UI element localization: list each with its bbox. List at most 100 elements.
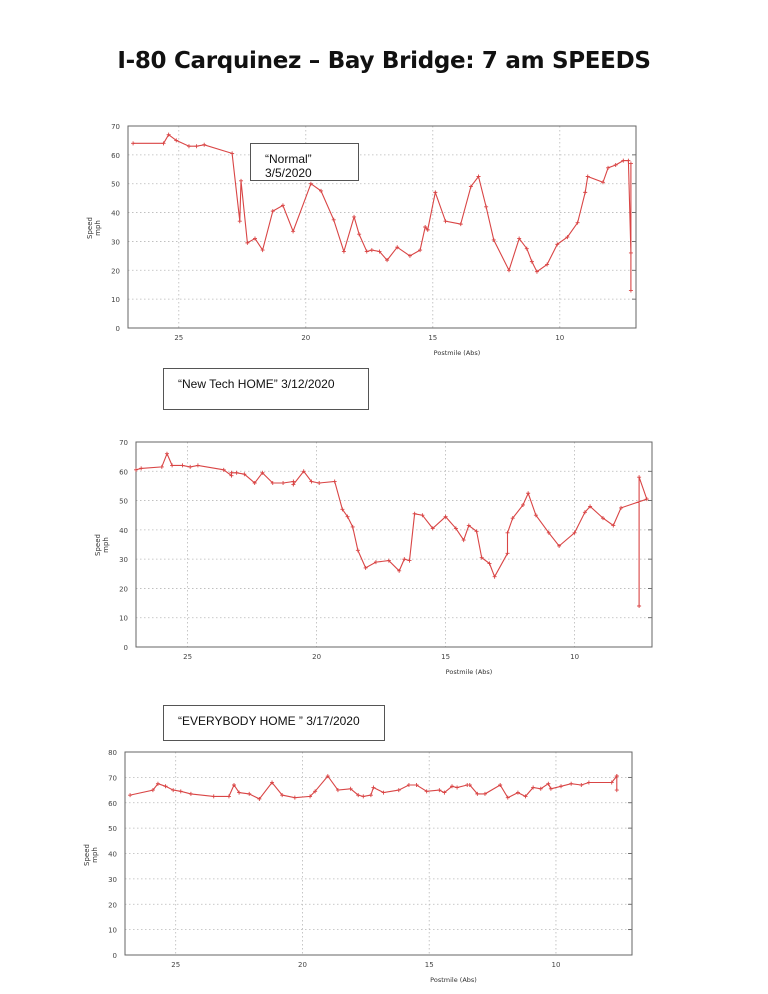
y-tick-label: 70 [108,774,117,782]
data-point-marker [237,219,242,224]
y-tick-label: 10 [111,296,120,304]
data-point-marker [170,463,175,468]
data-point-marker [280,793,285,798]
data-point-marker [237,790,242,795]
data-point-marker [150,788,155,793]
data-point-marker [468,184,473,189]
data-point-marker [292,795,297,800]
data-point-marker [313,789,318,794]
data-point-marker [270,481,275,485]
data-point-marker [458,222,463,227]
data-point-marker [418,248,423,253]
data-point-marker [180,463,185,468]
data-point-marker [467,782,472,787]
y-axis-label: Speedmph [94,534,110,556]
data-point-marker [545,262,550,267]
data-point-marker [420,513,425,518]
y-tick-label: 20 [111,267,120,275]
x-tick-label: 25 [171,961,180,969]
data-point-marker [280,203,285,208]
y-tick-label: 30 [111,238,120,246]
data-point-marker [397,568,402,573]
data-point-marker [350,524,355,529]
data-point-marker [381,790,386,795]
data-point-marker [155,781,160,786]
data-point-marker [270,780,275,785]
data-point-marker [281,481,286,485]
data-point-marker [510,516,515,521]
data-point-marker [159,464,164,469]
data-point-marker [412,511,417,516]
data-point-marker [166,132,171,137]
data-point-marker [335,788,340,793]
data-point-marker [579,782,584,787]
data-point-marker [396,788,401,793]
data-point-marker [621,158,626,163]
y-tick-label: 80 [108,749,117,757]
data-point-marker [437,788,442,793]
page-title: I-80 Carquinez – Bay Bridge: 7 am SPEEDS [117,48,651,74]
data-point-marker [232,782,237,787]
data-point-marker [386,558,391,563]
data-point-marker [453,526,458,531]
data-point-marker [606,165,611,170]
data-point-marker [363,565,368,570]
data-point-marker [364,249,369,254]
data-point-marker [308,794,313,799]
data-point-marker [619,505,624,510]
data-point-marker [361,794,366,799]
data-point-marker [247,791,252,796]
data-point-marker [585,174,590,179]
data-point-marker [395,245,400,250]
data-point-marker [505,551,510,556]
data-point-marker [221,467,226,472]
x-tick-label: 15 [428,334,437,342]
data-point-marker [357,232,362,237]
data-point-marker [533,513,538,518]
data-point-marker [487,561,492,566]
data-point-marker [443,514,448,519]
data-point-marker [443,219,448,224]
x-tick-label: 25 [174,334,183,342]
data-point-marker [402,557,407,562]
data-point-marker [245,240,250,245]
data-point-marker [385,258,390,263]
data-point-marker [505,795,510,800]
data-point-marker [523,794,528,799]
data-point-marker [134,467,138,472]
x-tick-label: 15 [425,961,434,969]
data-point-marker [195,463,200,468]
y-tick-label: 50 [108,825,117,833]
data-point-marker [492,574,497,579]
y-tick-label: 30 [119,556,128,564]
data-point-marker [569,781,574,786]
speed-chart-3: 0 10 20 30 40 50 60 70 80 25 20 15 10 Postmile (Abs) S… [83,749,633,984]
data-point-marker [588,504,593,509]
data-point-marker [515,790,520,795]
data-point-marker [521,502,525,507]
data-point-marker [139,466,144,471]
data-point-marker [637,475,642,480]
data-point-marker [186,144,191,149]
data-point-marker [242,472,247,477]
data-point-marker [319,188,324,193]
data-point-marker [356,793,361,798]
data-point-marker [332,479,337,484]
data-point-marker [529,259,534,264]
data-point-marker [474,529,479,534]
y-tick-label: 0 [113,952,117,960]
data-point-marker [524,246,529,251]
data-point-marker [498,782,503,787]
chart-title: “New Tech HOME” 3/12/2020 [178,377,335,391]
data-point-marker [637,604,642,608]
x-tick-label: 20 [312,653,321,661]
data-point-marker [505,530,510,535]
data-point-marker [466,523,471,528]
data-point-marker [211,794,216,799]
x-tick-label: 20 [301,334,310,342]
data-point-marker [161,141,166,146]
data-point-marker [424,789,429,794]
data-point-marker [507,268,511,273]
plot-frame [135,441,653,648]
